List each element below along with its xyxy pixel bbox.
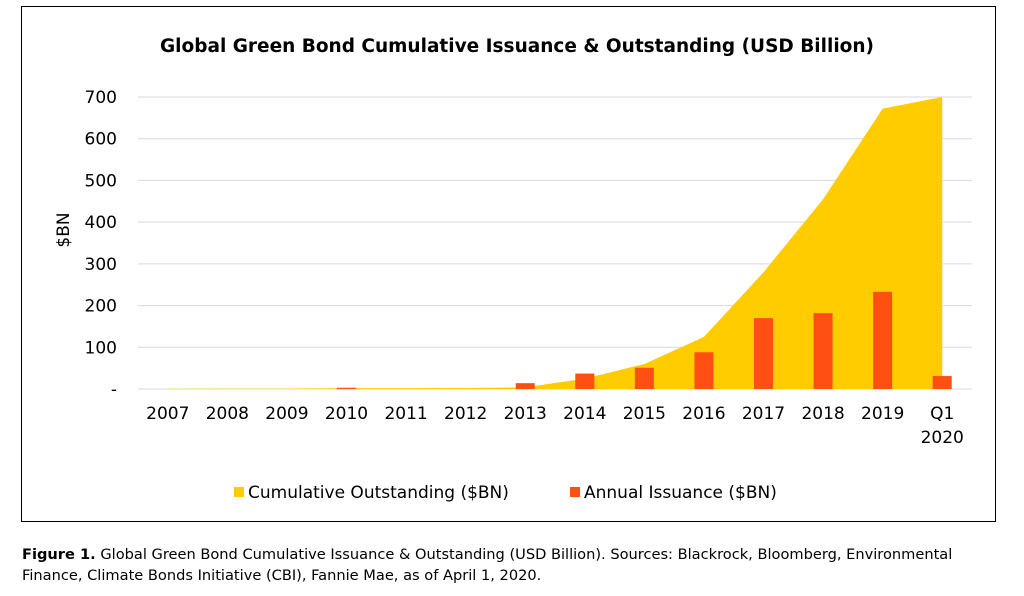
x-tick-label: Q1: [930, 404, 954, 424]
y-tick-label: 400: [85, 213, 117, 233]
bar-annual-issuance: [754, 318, 773, 389]
bar-annual-issuance: [873, 291, 893, 389]
y-tick-label: 200: [85, 297, 117, 317]
y-tick-label: 100: [85, 338, 117, 358]
area-series: [167, 97, 943, 389]
bar-annual-issuance: [932, 376, 952, 389]
figure-caption: Figure 1. Global Green Bond Cumulative I…: [22, 544, 1007, 586]
x-tick-label: 2016: [682, 404, 725, 424]
bar-annual-issuance: [575, 373, 595, 389]
x-tick-label: 2017: [742, 404, 785, 424]
x-tick-label: 2009: [265, 404, 308, 424]
x-tick-label: 2007: [146, 404, 189, 424]
x-tick-label: 2019: [861, 404, 904, 424]
bar-annual-issuance: [634, 367, 654, 389]
caption-text: Global Green Bond Cumulative Issuance & …: [22, 546, 953, 584]
legend-swatch: [570, 487, 580, 497]
bar-annual-issuance: [515, 383, 535, 389]
x-tick-label: 2011: [384, 404, 427, 424]
y-tick-label: 700: [85, 88, 117, 108]
bar-annual-issuance: [813, 313, 833, 389]
x-tick-label: 2012: [444, 404, 487, 424]
legend: Cumulative Outstanding ($BN) Annual Issua…: [234, 483, 777, 503]
x-tick-label: 2020: [921, 428, 964, 448]
y-axis-ticks: - 100 200 300 400 500 600 700: [85, 88, 117, 400]
x-tick-label: 2018: [801, 404, 844, 424]
legend-swatch: [234, 487, 244, 497]
y-tick-label: 300: [85, 255, 117, 275]
bar-series: [337, 291, 952, 389]
chart: Global Green Bond Cumulative Issuance & …: [54, 36, 972, 503]
x-tick-label: 2013: [504, 404, 547, 424]
y-tick-label: -: [111, 380, 117, 400]
y-tick-label: 600: [85, 130, 117, 150]
x-tick-label: 2014: [563, 404, 606, 424]
legend-label: Annual Issuance ($BN): [584, 483, 777, 503]
caption-label: Figure 1.: [22, 546, 96, 563]
x-tick-label: 2015: [623, 404, 666, 424]
bar-annual-issuance: [337, 387, 356, 389]
y-axis-label: $BN: [54, 212, 74, 247]
legend-label: Cumulative Outstanding ($BN): [248, 483, 509, 503]
y-tick-label: 500: [85, 171, 117, 191]
x-tick-label: 2010: [325, 404, 368, 424]
x-axis-ticks: 2007 2008 2009 2010 2011 2012 2013 2014 2015 2016…: [146, 404, 964, 448]
chart-title: Global Green Bond Cumulative Issuance & …: [160, 36, 874, 57]
area-cumulative-outstanding: [167, 97, 943, 389]
x-tick-label: 2008: [206, 404, 249, 424]
bar-annual-issuance: [694, 352, 714, 389]
